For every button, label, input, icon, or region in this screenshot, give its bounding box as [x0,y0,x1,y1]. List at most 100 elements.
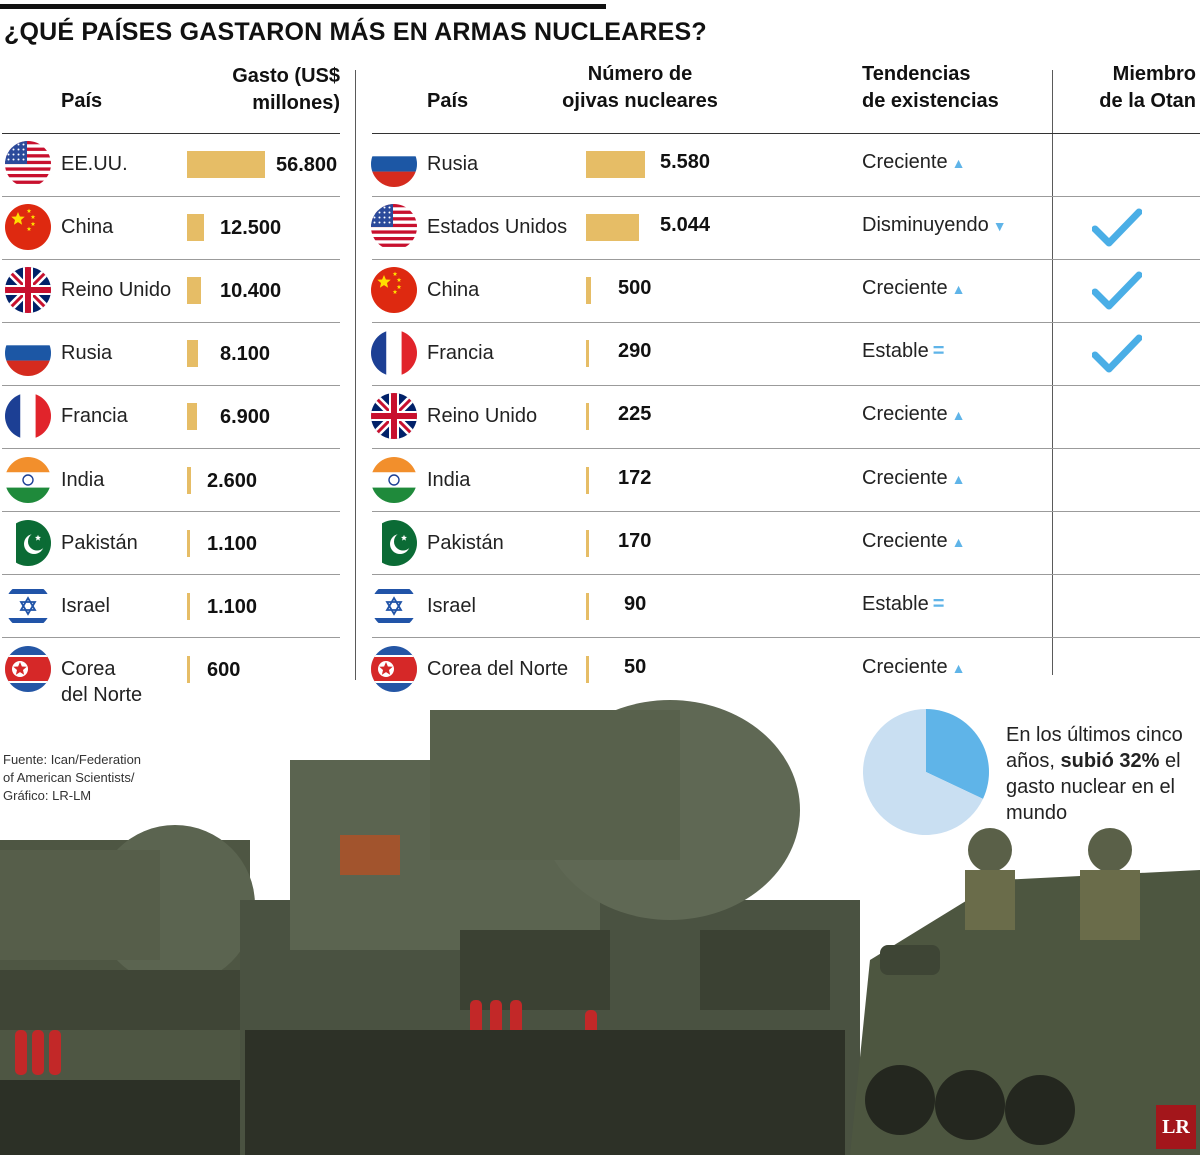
warheads-value-label: 50 [624,655,647,678]
flag-fr-icon [371,330,417,377]
warheads-bar [586,151,645,178]
missile-launcher-photo [0,700,1200,1155]
spend-value-label: 10.400 [220,280,282,303]
center-divider [355,70,356,680]
flag-il-icon [371,582,417,629]
spend-country-label-line: Rusia [61,342,113,365]
spend-country-label-line: India [61,468,105,491]
left-row-divider [2,448,340,449]
spend-bar [187,592,190,620]
warheads-country-label: Estados Unidos [427,216,568,239]
trend-label: Estable = [862,593,944,616]
spend-header-line2: millones) [252,92,340,114]
spend-bar [187,277,202,305]
right-row-divider [372,448,1200,449]
trend-header-line1: Tendencias [862,63,971,85]
right-row-divider [372,196,1200,197]
arrow-up-icon: ▲ [951,407,966,424]
trend-label: Creciente ▲ [862,277,965,300]
trend-text: Creciente [862,529,948,552]
flag-kp-icon [371,645,417,692]
trend-text: Estable [862,592,929,615]
warheads-header-line1: Número de [587,63,693,85]
warheads-value-label: 172 [618,466,652,489]
warheads-country-label: Francia [427,342,494,365]
spend-country-label-line: Israel [61,594,110,617]
spend-value-label: 12.500 [220,217,282,240]
trend-label: Estable = [862,340,944,363]
pie-slice [926,709,989,799]
warheads-bar [586,277,592,305]
trend-label: Creciente ▲ [862,151,965,174]
note-text-start: En los últimos cinco años, [1006,724,1183,772]
left-country-header: País [61,90,103,112]
nato-header-line2: de la Otan [1099,90,1196,112]
source-credit: Fuente: Ican/Federation of American Scie… [3,751,141,805]
spend-value-label: 600 [207,658,241,681]
arrow-up-icon: ▲ [951,155,966,171]
nato-check-icon [1091,270,1143,317]
title-top-rule [0,4,606,9]
flag-pk-icon [371,519,417,566]
left-header-rule [2,133,340,134]
flag-cn-icon [371,267,417,314]
page-title: ¿QUÉ PAÍSES GASTARON MÁS EN ARMAS NUCLEA… [4,18,707,46]
spend-country-label: Corea del Norte [61,656,142,708]
note-text-end: el gasto nuclear en el mundo [1006,750,1181,824]
trend-header: Tendencias de existencias [862,61,999,115]
spend-value-label: 1.100 [207,595,258,618]
spend-country-label: India [61,467,104,493]
note-highlight: subió 32% [1060,750,1160,772]
right-row-divider [372,574,1200,575]
spend-bar [187,466,191,494]
warheads-country-label: Rusia [427,153,479,175]
flag-pk-icon [5,519,51,566]
arrow-up-icon: ▲ [951,533,966,550]
spend-value-label: 2.600 [207,469,258,492]
trend-text: Creciente [862,403,948,426]
warheads-country-label: Corea del Norte [427,657,569,680]
spend-value-label: 56.800 [276,154,338,176]
spend-bar [187,340,199,368]
left-row-divider [2,385,340,386]
spend-value-label: 8.100 [220,343,271,366]
spend-country-label-line: Francia [61,405,128,428]
spend-value-label: 6.900 [220,406,271,429]
spend-header-line1: Gasto (US$ [232,65,340,87]
warheads-header: Número de ojivas nucleares [560,61,720,115]
spend-bar [187,529,190,557]
warheads-bar [586,655,589,683]
nato-header-line1: Miembro [1112,63,1196,85]
left-row-divider [2,322,340,323]
spend-country-label: Israel [61,593,110,619]
warheads-value-label: 290 [618,340,652,363]
missile-launcher-center [240,700,860,1155]
armored-vehicle-soldiers [850,828,1200,1155]
left-row-divider [2,196,340,197]
spend-value-label: 1.100 [207,532,258,555]
warheads-bar [586,214,640,242]
flag-in-icon [5,456,51,503]
flag-us-icon [371,204,417,251]
warheads-value-label: 5.580 [660,151,711,173]
right-row-divider [372,259,1200,260]
left-row-divider [2,637,340,638]
arrow-up-icon: ▲ [951,659,966,676]
spending-increase-pie [862,709,989,835]
source-line-2: of American Scientists/ [3,770,135,785]
right-header-rule [372,133,1200,134]
spend-country-label: Pakistán [61,530,138,556]
warheads-bar [586,466,589,494]
spend-country-label-line: Reino Unido [61,279,172,302]
left-row-divider [2,574,340,575]
trend-text: Estable [862,340,929,363]
warheads-value-label: 90 [624,592,647,615]
missile-launcher-left [0,825,255,1155]
spend-country-label-line: China [61,216,114,239]
spending-note: En los últimos cinco años, subió 32% el … [1006,722,1196,826]
warheads-bar [586,403,589,431]
flag-kp-icon [5,645,51,692]
spend-bar [187,655,190,683]
spend-country-label-line: Corea [61,657,116,680]
spend-bar [187,151,265,178]
